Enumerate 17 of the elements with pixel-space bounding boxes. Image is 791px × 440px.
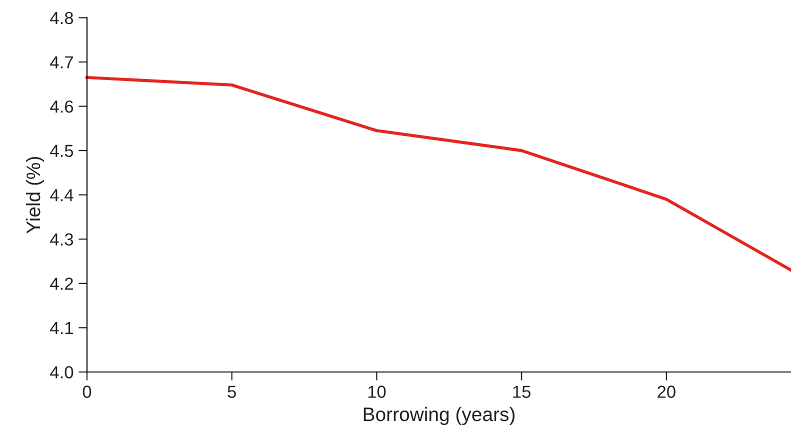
line-series (85, 76, 791, 272)
y-tick-label: 4.6 (50, 100, 74, 113)
y-tick-label: 4.1 (50, 322, 73, 334)
y-tick-label: 4.7 (50, 56, 73, 68)
x-tick-label: 0 (82, 386, 92, 398)
y-tick-label: 4.0 (50, 366, 74, 378)
y-tick-label: 4.8 (50, 12, 74, 24)
y-tick-label: 4.3 (50, 233, 74, 246)
y-tick-label: 4.5 (50, 144, 74, 158)
y-axis-title: Yield (%) (26, 156, 44, 234)
y-tick-label: 4.2 (50, 278, 73, 290)
x-tick-label: 15 (513, 386, 530, 398)
x-tick-label: 5 (228, 386, 236, 398)
x-axis-title: Borrowing (years) (364, 406, 515, 426)
x-tick-label: 10 (368, 386, 386, 398)
y-tick-label: 4.4 (50, 189, 74, 202)
x-tick-label: 20 (658, 386, 676, 398)
